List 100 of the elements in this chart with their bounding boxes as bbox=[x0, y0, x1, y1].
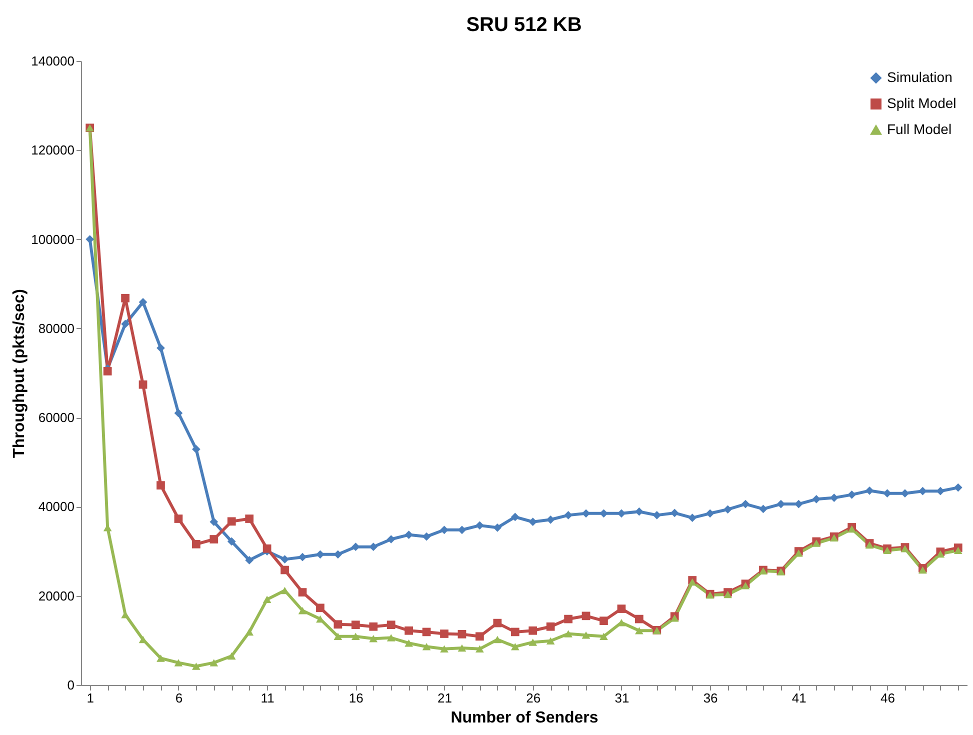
point bbox=[422, 643, 431, 650]
point bbox=[724, 505, 732, 514]
point bbox=[528, 638, 538, 646]
point bbox=[121, 294, 130, 302]
y-tick-label: 100000 bbox=[31, 232, 74, 247]
point bbox=[210, 659, 218, 666]
point bbox=[865, 486, 874, 495]
point bbox=[936, 550, 945, 558]
point bbox=[510, 628, 520, 636]
point bbox=[404, 626, 414, 635]
point bbox=[510, 643, 520, 650]
point bbox=[528, 626, 538, 635]
point bbox=[121, 320, 130, 328]
point bbox=[458, 644, 466, 652]
x-tick-label: 46 bbox=[880, 690, 895, 706]
point bbox=[369, 635, 378, 642]
legend-label: Split Model bbox=[887, 95, 956, 111]
legend-label: Full Model bbox=[887, 121, 952, 137]
y-tick-label: 0 bbox=[67, 678, 74, 692]
point bbox=[759, 504, 768, 514]
point bbox=[493, 636, 502, 644]
point bbox=[86, 235, 94, 244]
point bbox=[848, 490, 856, 499]
point bbox=[634, 627, 644, 634]
y-axis-title: Throughput (pkts/sec) bbox=[11, 289, 28, 458]
point bbox=[582, 612, 590, 620]
point bbox=[156, 481, 165, 490]
point bbox=[476, 632, 484, 641]
x-tick-label: 6 bbox=[175, 690, 183, 706]
point bbox=[883, 546, 892, 554]
point bbox=[334, 620, 342, 629]
y-tick-label: 40000 bbox=[38, 499, 74, 514]
point bbox=[351, 632, 360, 640]
point bbox=[546, 622, 555, 631]
point bbox=[386, 634, 396, 642]
point bbox=[316, 550, 324, 559]
point bbox=[334, 632, 342, 640]
point bbox=[582, 631, 590, 639]
point bbox=[245, 556, 254, 564]
point bbox=[564, 614, 572, 624]
x-tick-label: 31 bbox=[614, 690, 630, 706]
x-axis-title: Number of Senders bbox=[450, 710, 598, 726]
point bbox=[510, 512, 520, 522]
point bbox=[262, 596, 272, 604]
point bbox=[741, 500, 750, 508]
point bbox=[812, 540, 821, 547]
point bbox=[652, 511, 662, 520]
y-tick-label: 120000 bbox=[31, 142, 74, 158]
point bbox=[245, 514, 254, 523]
point bbox=[103, 367, 112, 376]
point bbox=[404, 639, 414, 647]
point bbox=[156, 654, 165, 662]
point bbox=[192, 540, 200, 548]
point bbox=[440, 526, 448, 534]
point bbox=[174, 514, 183, 523]
point bbox=[174, 408, 183, 418]
point bbox=[476, 521, 484, 530]
point bbox=[227, 537, 236, 546]
chart-title: SRU 512 KB bbox=[466, 14, 582, 36]
point bbox=[476, 645, 484, 653]
legend-label: Simulation bbox=[887, 69, 952, 85]
x-tick-label: 1 bbox=[86, 690, 94, 706]
point bbox=[298, 588, 307, 596]
point bbox=[386, 620, 396, 630]
point bbox=[600, 509, 608, 518]
point bbox=[280, 586, 289, 594]
point bbox=[954, 483, 962, 492]
point bbox=[245, 628, 254, 636]
point bbox=[954, 546, 962, 554]
x-tick-label: 21 bbox=[438, 690, 452, 706]
point bbox=[386, 535, 396, 544]
y-tick-label: 140000 bbox=[31, 54, 74, 68]
point bbox=[369, 622, 378, 631]
point bbox=[351, 620, 360, 630]
x-tick-label: 11 bbox=[260, 690, 274, 706]
point bbox=[262, 544, 272, 553]
point bbox=[670, 614, 679, 622]
y-tick-label: 60000 bbox=[38, 410, 74, 426]
y-tick-label: 20000 bbox=[38, 588, 74, 604]
point bbox=[706, 509, 714, 518]
point bbox=[600, 616, 608, 625]
x-tick-label: 36 bbox=[703, 690, 718, 706]
point bbox=[174, 659, 183, 666]
point bbox=[724, 590, 732, 598]
point bbox=[138, 380, 148, 389]
point bbox=[440, 645, 448, 653]
point bbox=[617, 604, 626, 613]
point bbox=[883, 489, 892, 498]
point bbox=[600, 632, 608, 640]
point bbox=[156, 344, 165, 352]
point bbox=[227, 652, 236, 660]
point bbox=[564, 511, 572, 520]
point bbox=[688, 514, 697, 522]
point bbox=[493, 618, 502, 628]
point bbox=[280, 555, 289, 564]
x-tick-label: 26 bbox=[526, 690, 541, 706]
point bbox=[634, 614, 644, 624]
point bbox=[918, 486, 927, 496]
point bbox=[210, 518, 218, 526]
point bbox=[298, 606, 307, 614]
